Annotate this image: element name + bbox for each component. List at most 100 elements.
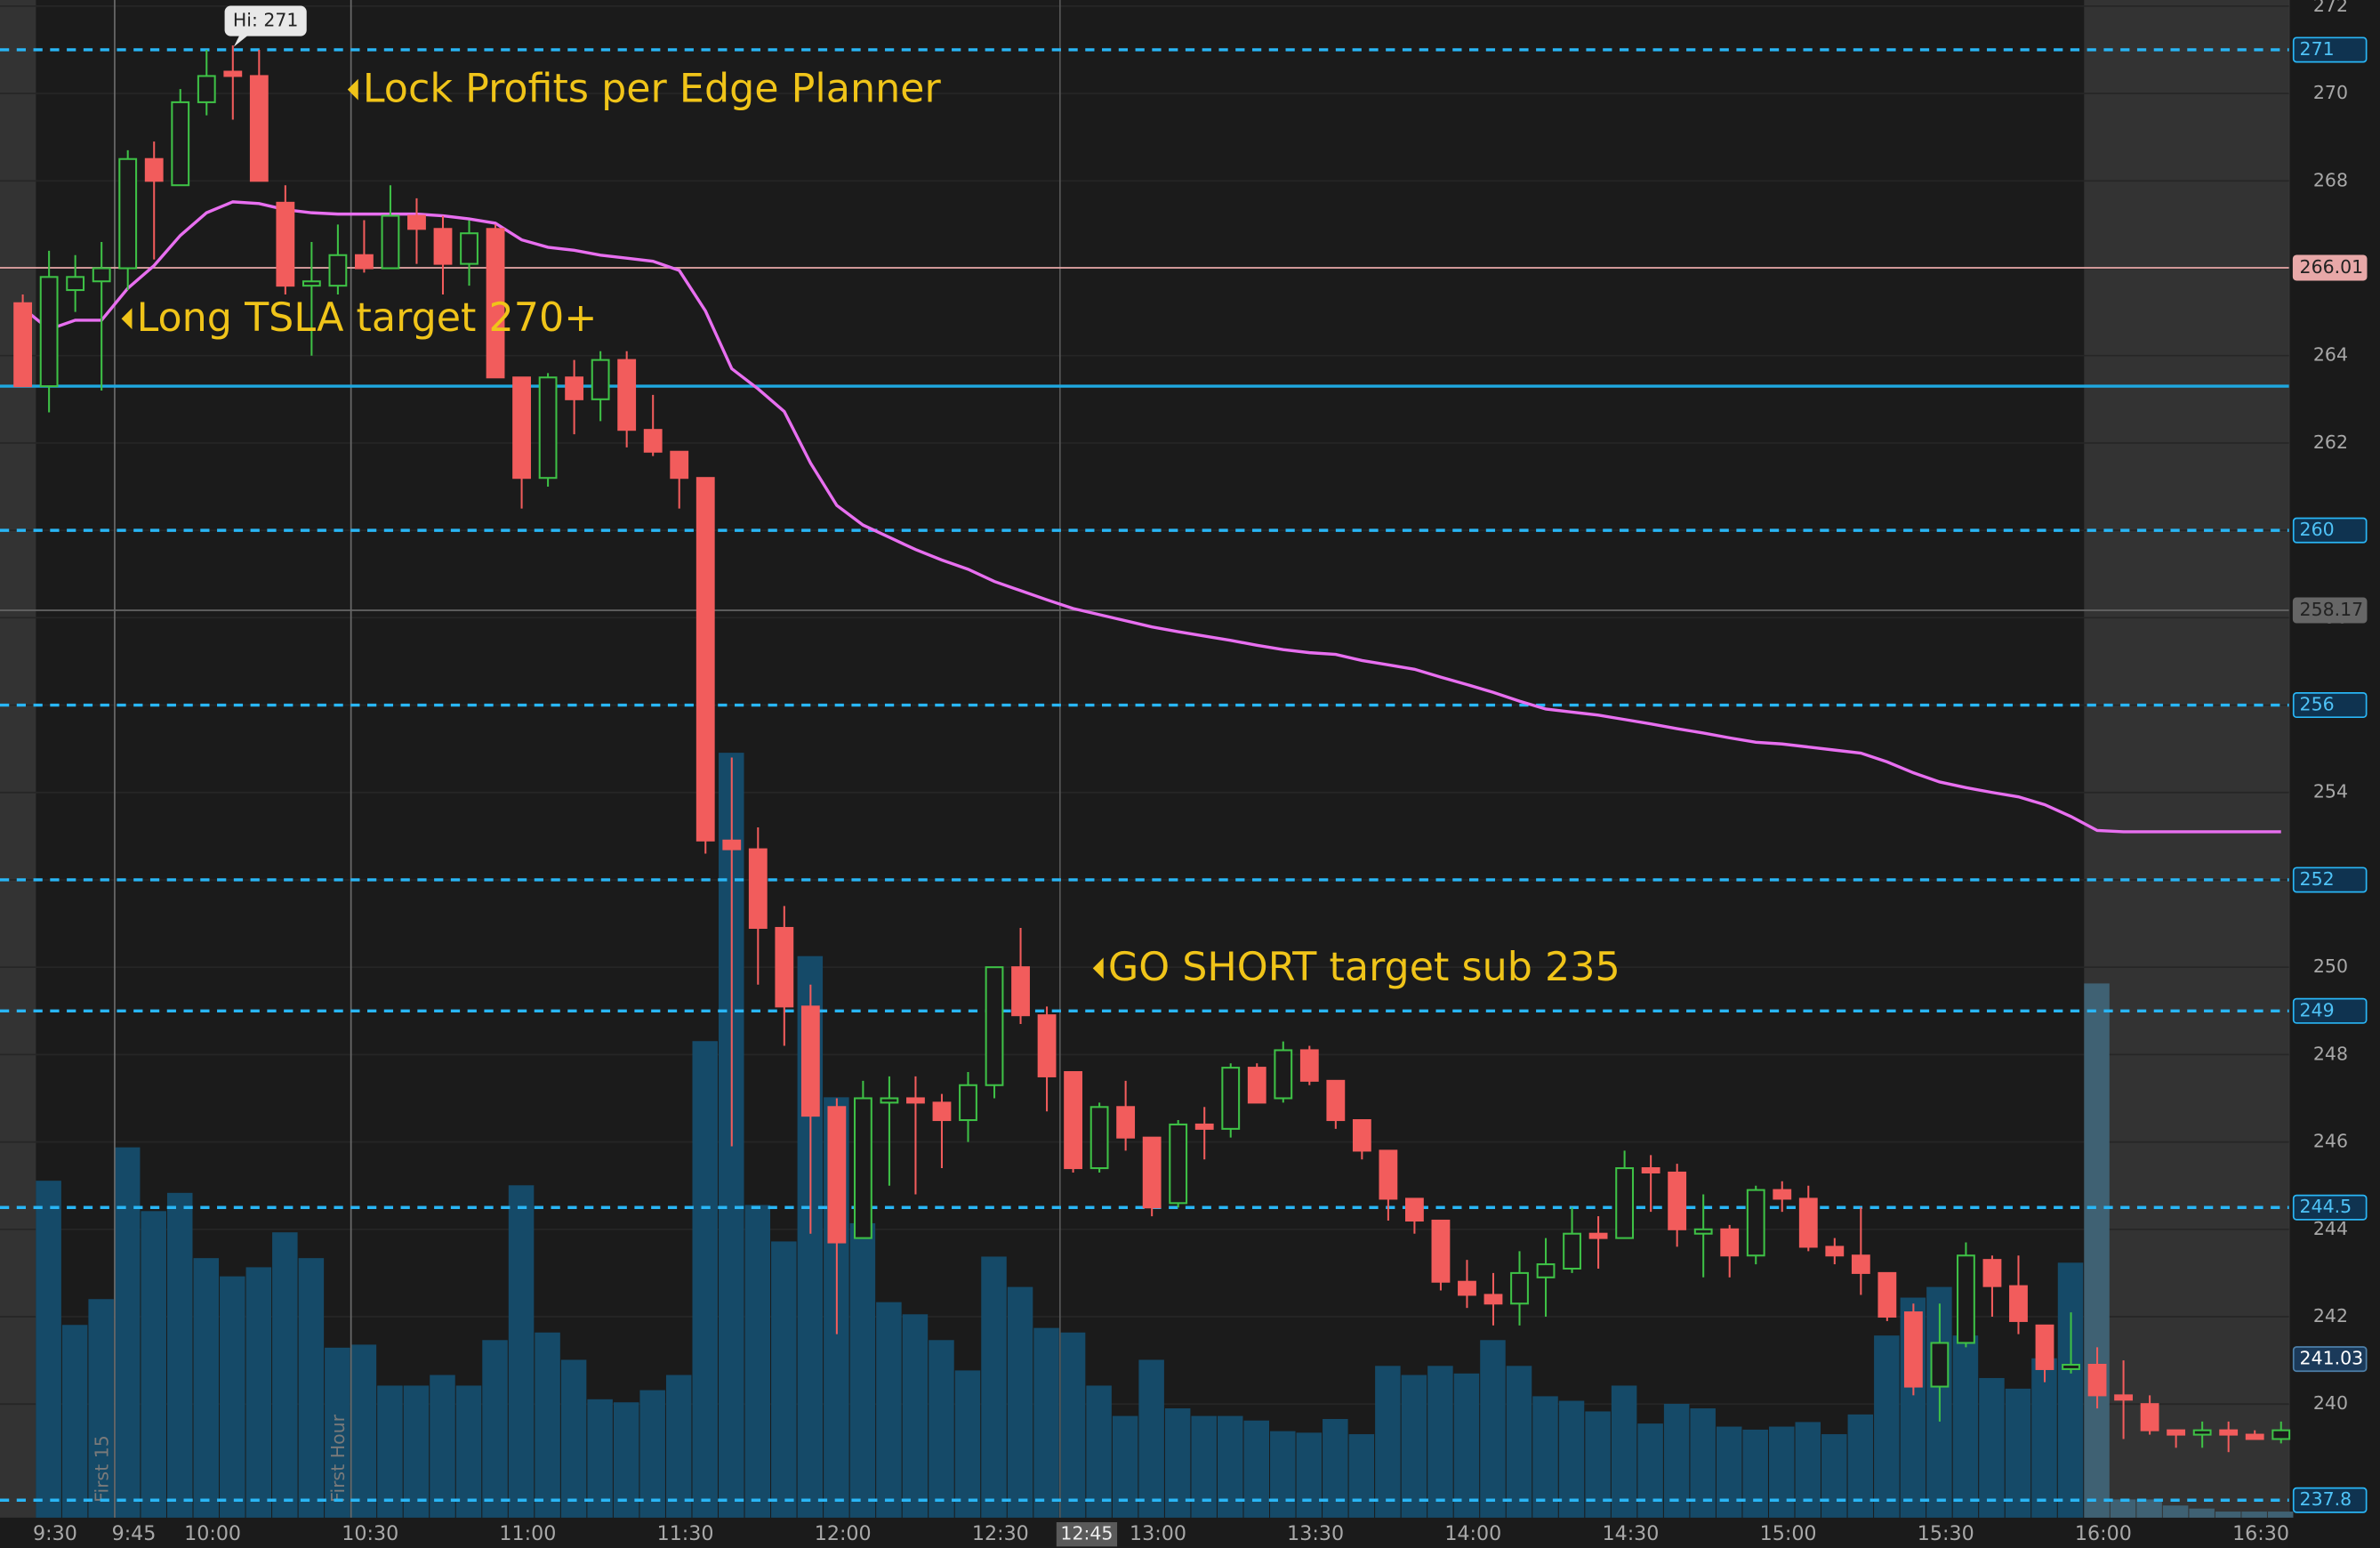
volume-bar [1795,1422,1821,1518]
candle-body [2009,1285,2028,1322]
volume-bar [1558,1400,1585,1518]
volume-bar [2031,1358,2057,1518]
y-tick-label: 242 [2313,1305,2348,1326]
candle-body [92,267,111,283]
volume-bar [1611,1385,1637,1518]
level-tag-label: 252 [2300,868,2335,890]
volume-bar [639,1390,665,1518]
level-tag-label: 237.8 [2300,1488,2352,1510]
x-tick-label: 10:30 [342,1522,398,1545]
volume-bar [403,1385,430,1518]
candle-body [1037,1014,1057,1077]
volume-bar [535,1332,560,1518]
volume-bar [954,1370,981,1518]
level-tag [2292,517,2368,544]
candle-body [1957,1254,1975,1344]
candle-body [1405,1197,1424,1221]
candle-body [171,101,190,187]
candle-body [460,232,478,265]
candle-body [2062,1363,2080,1370]
volume-bar [1716,1426,1742,1518]
y-tick-label: 248 [2313,1043,2348,1064]
candle-body [932,1101,952,1122]
candle-body [1693,1228,1713,1235]
candle-body [1352,1119,1371,1152]
candle-body [249,75,269,182]
volume-bar [325,1347,350,1518]
candle-body [2192,1429,2212,1436]
candle-body [1641,1167,1660,1173]
x-tick-label: 14:00 [1444,1522,1501,1545]
volume-bar [1138,1359,1164,1518]
volume-bar [1821,1434,1847,1518]
candle-body [565,376,584,400]
volume-bar [1375,1366,1401,1518]
volume-bar [141,1211,166,1518]
candle-body [1011,966,1030,1017]
y-tick-label: 240 [2313,1392,2348,1414]
candle-body [1746,1189,1765,1257]
candle-body [1299,1049,1319,1082]
volume-bar [2162,1505,2189,1518]
volume-bar [744,1205,771,1518]
volume-bar [929,1340,954,1518]
annotation: Long TSLA target 270+ [137,295,598,341]
x-tick-label: 12:00 [815,1522,872,1545]
candle-body [355,254,374,270]
level-tag [2292,36,2368,63]
level-tag [2292,254,2368,281]
afterhours-shade [2084,0,2289,1518]
candle-body [1379,1149,1398,1200]
candle-body [1194,1123,1214,1130]
candle-body [2219,1429,2239,1436]
x-tick-label: 9:45 [112,1522,157,1545]
x-tick-label: 13:30 [1287,1522,1344,1545]
level-tag-label: 244.5 [2300,1196,2352,1217]
candle-body [276,201,295,287]
volume-bar [1506,1366,1532,1518]
y-tick-label: 270 [2313,82,2348,103]
y-tick-label: 244 [2313,1218,2348,1239]
volume-bar [876,1302,902,1518]
candle-body [827,1106,847,1244]
volume-bar [272,1232,298,1518]
x-tick-label: 11:00 [499,1522,556,1545]
volume-bar [1979,1377,2005,1518]
volume-bar [902,1314,929,1518]
candle-body [853,1097,872,1239]
annotation-pointer [121,308,133,330]
candle-body [1274,1049,1293,1100]
volume-bar [1453,1373,1480,1518]
candle-body [696,477,715,842]
volume-bar [981,1256,1007,1518]
level-tag-label: 260 [2300,519,2335,540]
candle-body [486,228,505,379]
x-tick-label: 9:30 [33,1522,77,1545]
annotation: Lock Profits per Edge Planner [363,66,942,111]
volume-bar [1112,1415,1138,1518]
candle-body [1720,1228,1740,1257]
volume-bar [1585,1411,1611,1518]
session-marker-label: First 15 [91,1435,112,1503]
y-tick-label: 264 [2313,344,2348,366]
candle-body [617,359,637,431]
candle-body [1458,1280,1476,1296]
volume-bar [1323,1419,1348,1518]
volume-bar [245,1267,272,1518]
volume-bar [482,1340,508,1518]
volume-bar [1270,1431,1296,1518]
candle-body [906,1097,925,1104]
candle-body [1483,1294,1503,1305]
x-tick-label: 16:00 [2075,1522,2132,1545]
candle-body [328,254,348,287]
candle-body [2271,1429,2291,1440]
level-tag-label: 266.01 [2300,256,2364,278]
volume-bar [88,1299,114,1518]
candle-body [591,359,610,400]
volume-bar [1742,1429,1768,1518]
y-tick-label: 262 [2313,431,2348,453]
annotation-pointer [347,78,358,101]
vwap-line [21,200,2281,834]
level-tag [2292,692,2368,719]
candle-body [1903,1311,1923,1388]
